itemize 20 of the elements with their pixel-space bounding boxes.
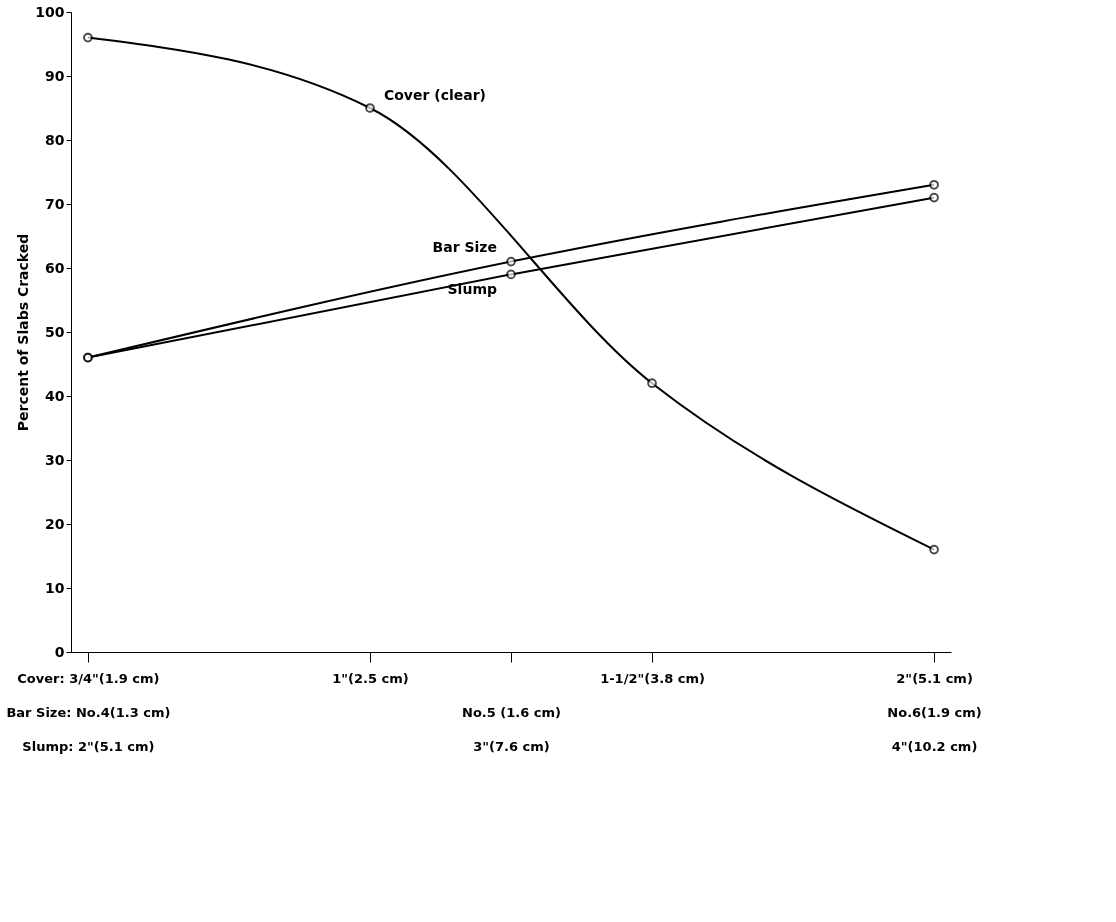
y-tick-label: 50 xyxy=(45,323,65,340)
y-axis-title: Percent of Slabs Cracked xyxy=(15,233,32,432)
y-tick-label: 100 xyxy=(35,3,65,20)
y-tick-label: 20 xyxy=(45,515,65,532)
series-label: Bar Size xyxy=(432,238,497,255)
y-tick-label: 30 xyxy=(45,451,65,468)
y-tick-label: 70 xyxy=(45,195,65,212)
category-label: Cover: 3/4"(1.9 cm) Bar Size: No.4(1.3 cm) Slump: 2"(5.1 cm) xyxy=(6,670,171,754)
x-tick-label: 1-1/2"(3.8 cm) xyxy=(600,670,705,686)
category-label: No.5 (1.6 cm) 3"(7.6 cm) xyxy=(461,704,562,754)
y-tick-label: 10 xyxy=(45,579,65,596)
x-tick-label: 1"(2.5 cm) xyxy=(332,670,409,686)
y-tick-label: 40 xyxy=(45,387,65,404)
series-label: Slump xyxy=(447,281,497,298)
category-label: 2"(5.1 cm) No.6(1.9 cm) 4"(10.2 cm) xyxy=(887,670,982,754)
y-tick-label: 80 xyxy=(45,131,65,148)
series-label: Cover (clear) xyxy=(383,87,487,103)
y-tick-label: 0 xyxy=(54,643,65,660)
y-tick-label: 90 xyxy=(45,67,65,84)
y-tick-label: 60 xyxy=(45,259,65,276)
